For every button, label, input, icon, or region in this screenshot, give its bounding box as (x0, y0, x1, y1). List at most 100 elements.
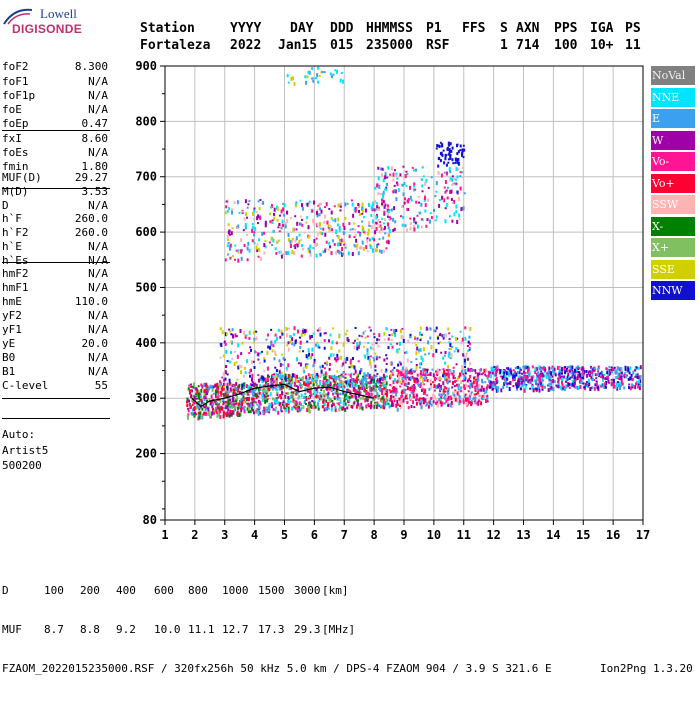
echo-point (458, 397, 461, 400)
echo-point (196, 402, 199, 407)
echo-point (375, 221, 378, 224)
echo-point (189, 390, 191, 395)
echo-point (343, 239, 345, 242)
echo-point (348, 380, 351, 384)
echo-point (266, 406, 269, 411)
header-label-10: IGA (590, 21, 614, 36)
echo-point (255, 330, 258, 333)
echo-point (524, 384, 527, 389)
legend-item-nnw: NNW (651, 281, 695, 300)
echo-point (621, 382, 624, 386)
echo-point (255, 409, 257, 414)
echo-point (399, 385, 402, 388)
echo-point (474, 402, 477, 405)
echo-point (538, 386, 541, 390)
echo-point (407, 371, 410, 373)
echo-point (572, 372, 575, 376)
echo-point (482, 372, 485, 375)
echo-point (200, 383, 203, 387)
echo-point (235, 402, 238, 405)
echo-point (290, 244, 292, 249)
echo-point (268, 241, 271, 244)
echo-point (285, 366, 288, 370)
echo-point (351, 382, 353, 385)
echo-point (319, 231, 322, 235)
echo-point (352, 357, 354, 360)
echo-point (278, 223, 281, 226)
echo-point (418, 397, 421, 400)
echo-point (443, 354, 446, 357)
echo-point (553, 380, 556, 384)
echo-point (315, 383, 318, 386)
echo-point (344, 332, 347, 336)
echo-point (193, 406, 196, 411)
echo-point (516, 386, 519, 391)
echo-point (342, 359, 345, 363)
echo-point (403, 182, 406, 186)
echo-point (545, 375, 548, 379)
echo-point (626, 366, 629, 369)
echo-point (434, 377, 436, 381)
echo-point (243, 244, 246, 247)
echo-point (409, 195, 412, 200)
echo-point (366, 399, 369, 403)
echo-point (591, 386, 594, 390)
echo-point (373, 200, 376, 203)
echo-point (322, 405, 325, 409)
echo-point (422, 175, 425, 178)
echo-point (430, 345, 433, 350)
echo-point (334, 357, 337, 361)
echo-point (313, 221, 316, 226)
echo-point (449, 155, 452, 160)
echo-point (507, 367, 510, 371)
echo-point (469, 401, 472, 404)
echo-point (257, 405, 260, 410)
echo-point (299, 336, 301, 339)
echo-point (294, 400, 297, 405)
echo-point (215, 396, 218, 399)
echo-point (563, 375, 566, 378)
echo-point (298, 384, 301, 387)
echo-point (201, 401, 204, 404)
echo-point (385, 375, 388, 378)
echo-point (226, 209, 229, 213)
echo-point (348, 374, 351, 377)
echo-point (333, 205, 336, 208)
echo-point (620, 380, 623, 385)
echo-point (286, 74, 289, 78)
echo-point (529, 379, 531, 382)
param-row-hf: h`F 260.0 (2, 212, 108, 226)
echo-point (305, 395, 308, 398)
echo-point (384, 171, 387, 176)
echo-point (334, 379, 337, 384)
echo-point (364, 336, 367, 339)
param-row-fof2: foF2 8.300 (2, 60, 108, 74)
echo-point (401, 223, 404, 227)
echo-point (415, 381, 418, 384)
echo-point (446, 375, 449, 379)
header-label-7: S (500, 21, 508, 36)
virtual-height-trace (191, 383, 375, 408)
echo-point (384, 389, 387, 393)
echo-cluster-2 (389, 367, 489, 412)
echo-point (520, 368, 523, 371)
echo-point (356, 243, 359, 248)
echo-point (567, 366, 570, 368)
echo-point (449, 170, 452, 174)
x-tick-label: 17 (636, 528, 650, 542)
echo-point (298, 401, 301, 406)
echo-point (483, 368, 486, 373)
echo-point (387, 166, 390, 170)
echo-point (382, 194, 385, 199)
echo-point (396, 380, 399, 384)
echo-point (476, 401, 479, 406)
echo-point (439, 332, 442, 336)
echo-point (227, 242, 230, 244)
x-tick-label: 14 (546, 528, 560, 542)
param-divider (2, 188, 110, 189)
echo-point (324, 232, 327, 237)
echo-point (312, 332, 315, 335)
echo-point (552, 387, 555, 391)
echo-point (359, 212, 361, 216)
echo-point (259, 388, 262, 391)
